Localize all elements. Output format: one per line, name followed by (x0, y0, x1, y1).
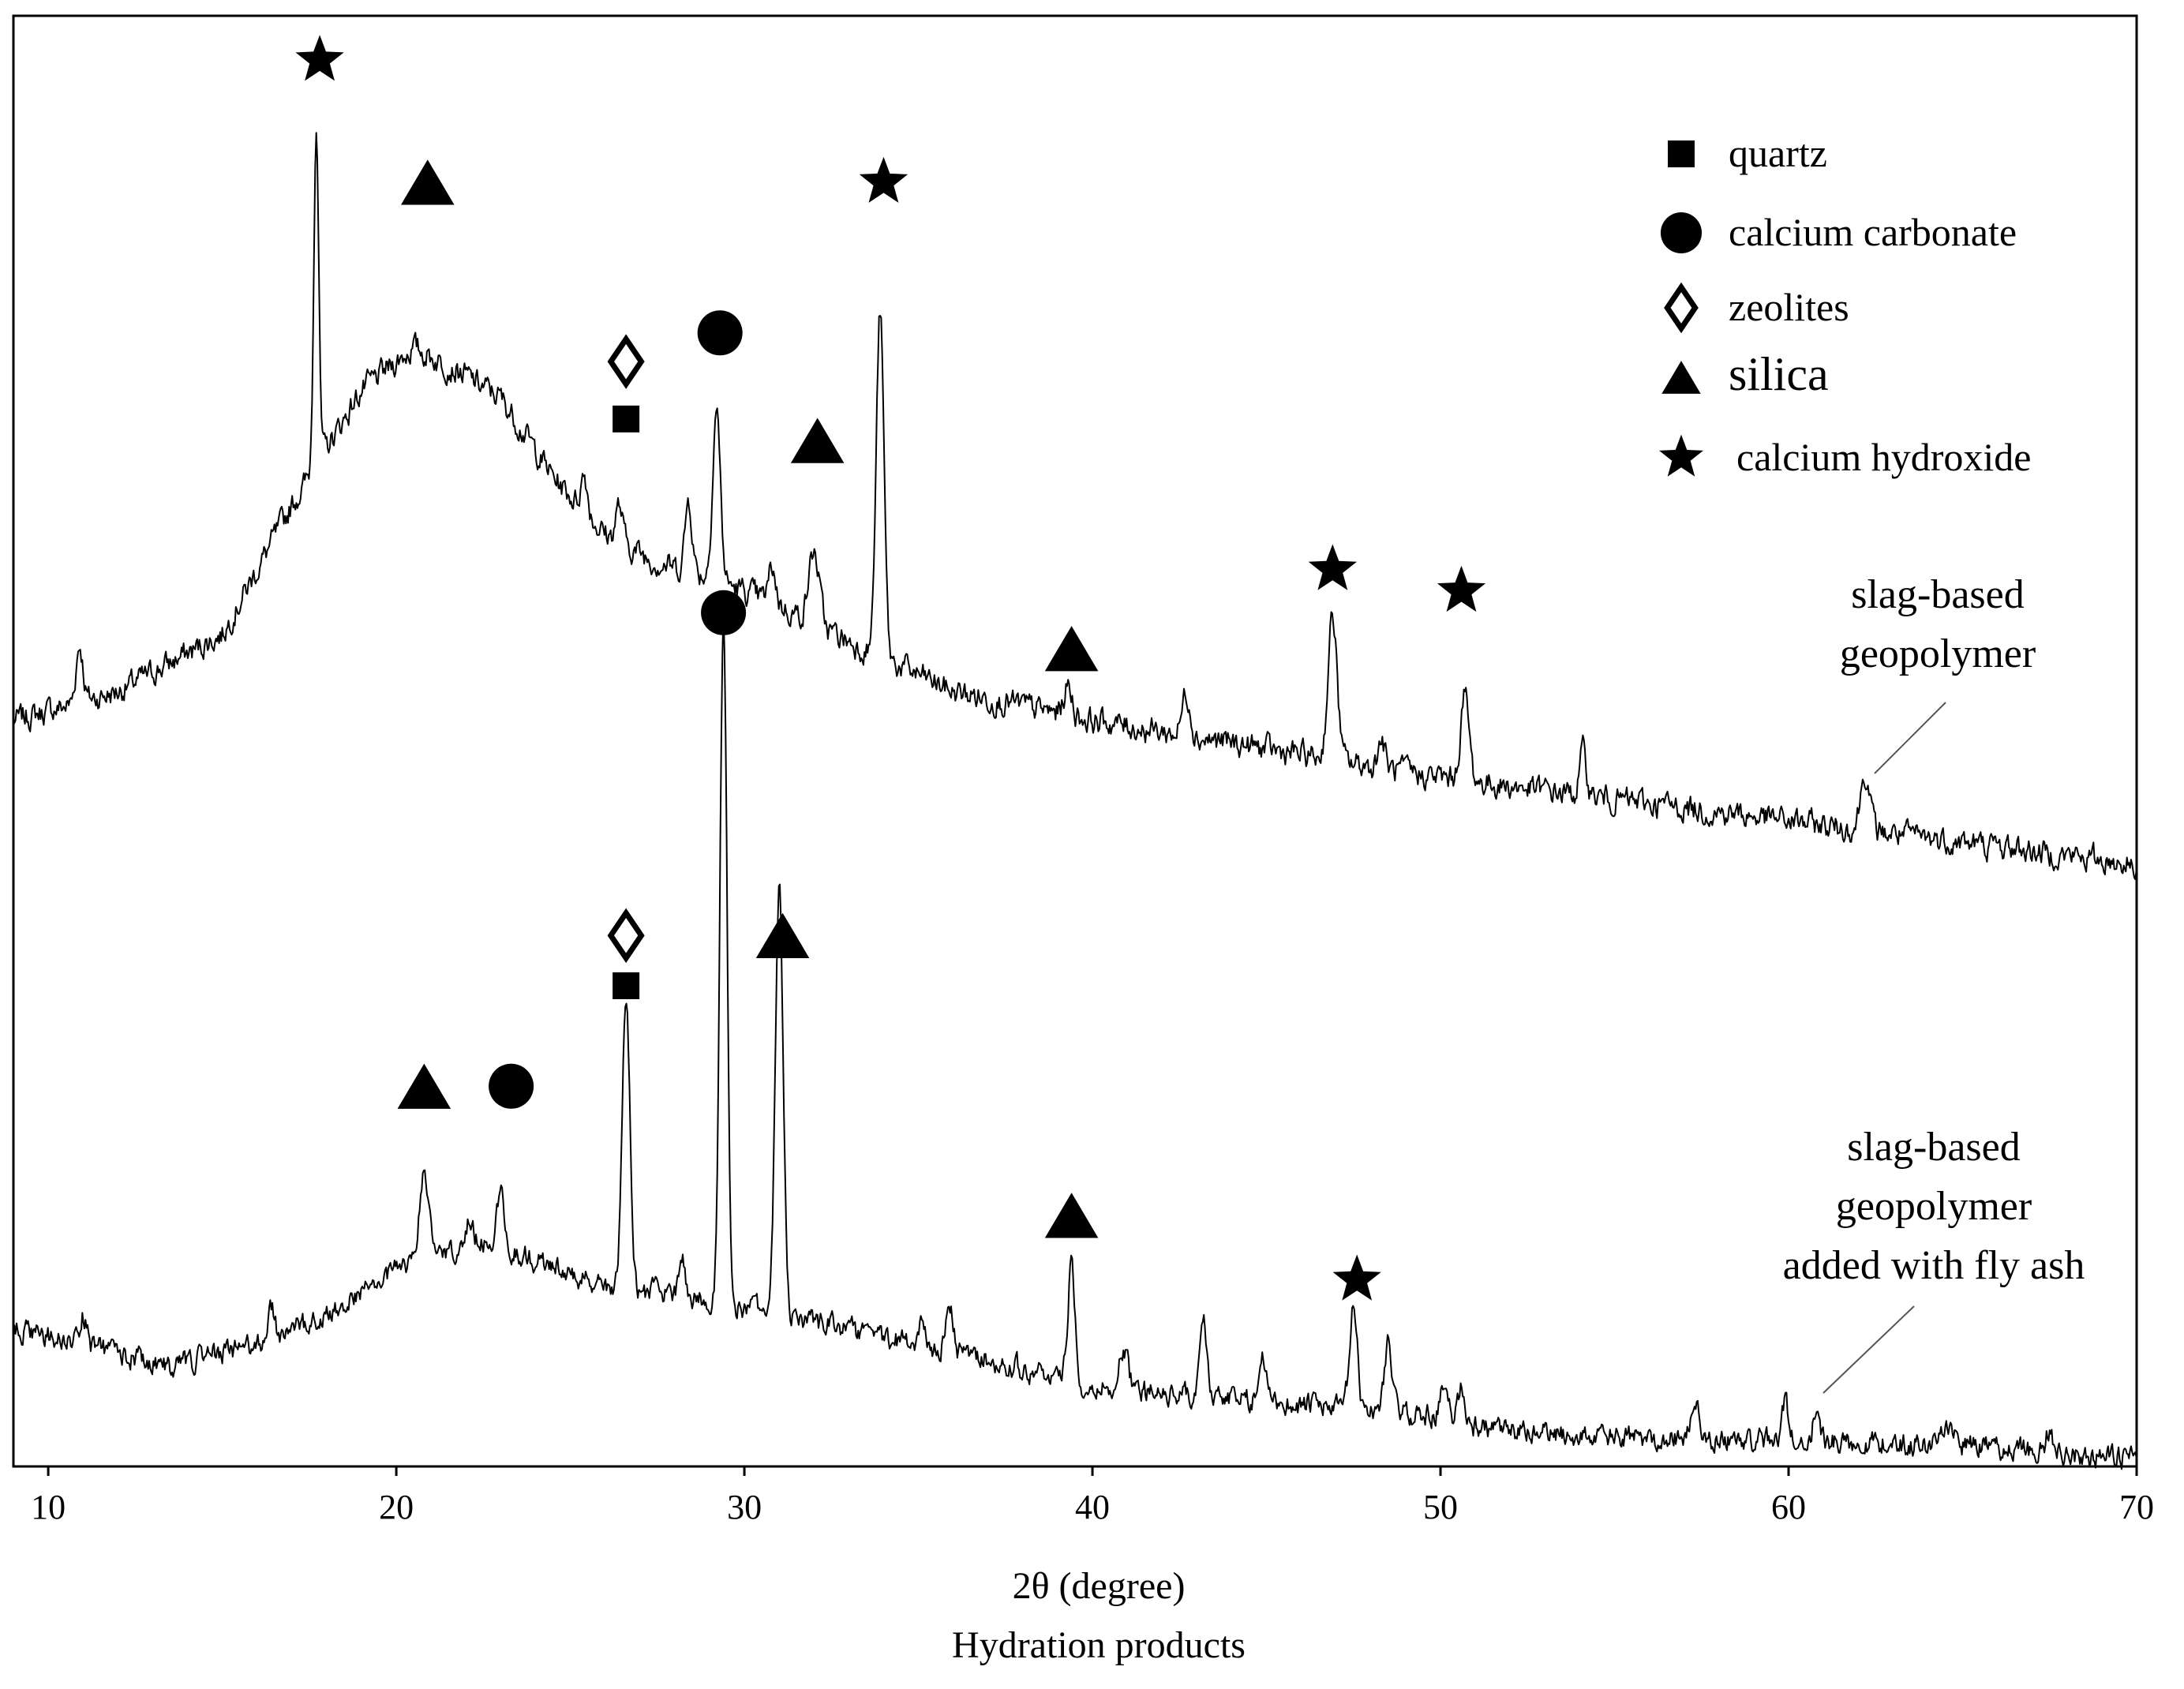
x-axis-subtitle: Hydration products (952, 1624, 1246, 1666)
triangle-marker (755, 912, 810, 958)
legend-label-quartz: quartz (1729, 131, 1827, 175)
legend-label-silica: silica (1729, 348, 1829, 400)
star-marker (1332, 1254, 1381, 1301)
x-tick-label: 10 (31, 1488, 66, 1526)
triangle-marker (400, 159, 455, 205)
legend-label-calcium-carbonate: calcium carbonate (1729, 210, 2017, 254)
series-layer (13, 132, 2137, 1470)
square-marker (1668, 140, 1695, 167)
square-marker (612, 972, 640, 999)
x-tick-label: 30 (727, 1488, 762, 1526)
star-marker (1437, 565, 1486, 612)
triangle-marker (397, 1063, 451, 1109)
series-label-top-leader (1874, 702, 1946, 774)
circle-marker (697, 310, 743, 356)
x-tick-label: 40 (1075, 1488, 1110, 1526)
plot-frame (12, 14, 2138, 1468)
series-line-slag-based-geopolymer-fly-ash (13, 610, 2137, 1470)
series-label-bottom-leader (1822, 1305, 1915, 1394)
series-line-slag-based-geopolymer (13, 132, 2137, 880)
star-marker (1308, 544, 1357, 590)
triangle-marker (1044, 1193, 1099, 1238)
legend-label-calcium-hydroxide: calcium hydroxide (1736, 435, 2032, 479)
star-marker (295, 35, 344, 81)
x-tick-label: 70 (2119, 1488, 2154, 1526)
star-marker (859, 156, 908, 203)
legend: quartz calcium carbonate zeolites silica cal… (1659, 131, 2032, 479)
triangle-marker (1661, 361, 1701, 394)
diamond-open-marker (607, 908, 645, 964)
x-tick-label: 60 (1771, 1488, 1806, 1526)
diamond-open-marker (1664, 282, 1699, 334)
x-tick-label: 20 (379, 1488, 414, 1526)
circle-marker (1660, 212, 1703, 254)
legend-label-zeolites: zeolites (1729, 285, 1849, 329)
series-label-top-line-1: slag-based (1851, 572, 2024, 617)
series-label-top-line-2: geopolymer (1840, 631, 2036, 676)
series-label-bottom-line-1: slag-based (1847, 1125, 2020, 1170)
circle-marker (489, 1063, 534, 1109)
x-axis: 10 20 30 40 50 60 70 (31, 1466, 2154, 1526)
x-tick-label: 50 (1423, 1488, 1458, 1526)
square-marker (612, 405, 640, 433)
circle-marker (701, 590, 747, 635)
diamond-open-marker (607, 334, 645, 389)
triangle-marker (1044, 626, 1099, 672)
series-label-bottom-line-3: added with fly ash (1783, 1243, 2085, 1288)
series-label-bottom-line-2: geopolymer (1836, 1184, 2032, 1229)
star-marker (1659, 434, 1703, 477)
x-axis-title: 2θ (degree) (1013, 1565, 1186, 1607)
triangle-marker (790, 418, 845, 463)
peak-markers (295, 35, 1486, 1301)
